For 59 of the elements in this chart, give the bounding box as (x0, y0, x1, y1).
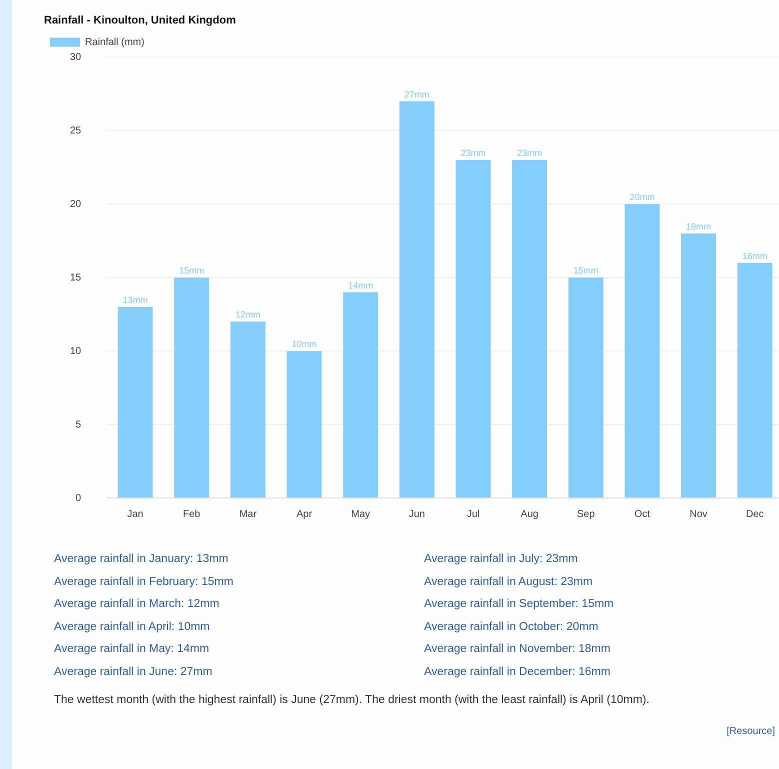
data-label: 13mm (122, 294, 148, 305)
data-label: 10mm (292, 339, 317, 350)
text: Average rainfall in October: 20mm (424, 620, 600, 634)
bar (286, 351, 322, 498)
y-tick-label: 30 (70, 52, 82, 63)
data-label: 15mm (179, 266, 204, 276)
text: Average rainfall in January: 13mm (54, 552, 230, 567)
bar (174, 278, 210, 498)
x-tick-label: Mar (239, 508, 258, 520)
text: The wettest month (with the highest rainfall) is June (27mm). The driest month (with the least rainfall) is April (10mm). (54, 693, 650, 708)
bar (343, 292, 378, 498)
x-tick-label: May (351, 508, 370, 520)
text: Average rainfall in September: 15mm (424, 597, 615, 612)
bar (230, 322, 266, 498)
y-tick-label: 25 (70, 125, 82, 136)
text: Average rainfall in June: 27mm (54, 664, 214, 680)
text: [Resource] (726, 726, 775, 737)
x-tick-label: Dec (746, 508, 764, 520)
bar (681, 234, 716, 498)
x-tick-label: Jan (127, 508, 144, 520)
text: Average rainfall in May: 14mm (54, 642, 210, 657)
bar (568, 278, 604, 498)
text: Average rainfall in February: 15mm (54, 574, 234, 590)
data-label: 27mm (404, 89, 430, 100)
text: Average rainfall in November: 18mm (424, 642, 612, 657)
data-label: 23mm (460, 148, 486, 158)
y-tick-label: 20 (70, 198, 82, 210)
data-label: 16mm (742, 250, 768, 261)
data-label: 23mm (517, 148, 542, 158)
data-label: 14mm (348, 280, 374, 290)
text: Average rainfall in April: 10mm (54, 620, 211, 634)
x-tick-label: Feb (182, 508, 201, 520)
x-tick-label: Aug (520, 508, 538, 520)
x-tick-label: Oct (634, 508, 650, 520)
chart-title: Rainfall - Kinoulton, United Kingdom (44, 14, 236, 27)
bar (624, 204, 660, 498)
text: Average rainfall in March: 12mm (54, 597, 220, 612)
data-label: 15mm (573, 266, 598, 276)
x-tick-label: Jul (466, 508, 480, 520)
y-tick-label: 15 (70, 272, 82, 284)
y-tick-label: 0 (76, 492, 82, 504)
bar (399, 101, 434, 498)
text: Average rainfall in December: 16mm (424, 664, 612, 680)
x-tick-label: Apr (296, 508, 313, 520)
data-label: 20mm (630, 192, 655, 202)
bar (456, 160, 491, 498)
text: Average rainfall in July: 23mm (424, 552, 579, 567)
x-tick-label: Nov (690, 508, 708, 520)
y-tick-label: 5 (76, 419, 82, 430)
x-tick-label: Jun (408, 508, 425, 520)
text: Average rainfall in August: 23mm (424, 574, 594, 590)
data-label: 18mm (686, 222, 712, 232)
bar (118, 306, 153, 498)
bar (512, 160, 548, 498)
data-label: 12mm (235, 310, 260, 320)
y-tick-label: 10 (70, 346, 82, 357)
bar (737, 262, 772, 498)
x-tick-label: Sep (576, 508, 596, 520)
legend-label: Rainfall (mm) (85, 36, 144, 48)
